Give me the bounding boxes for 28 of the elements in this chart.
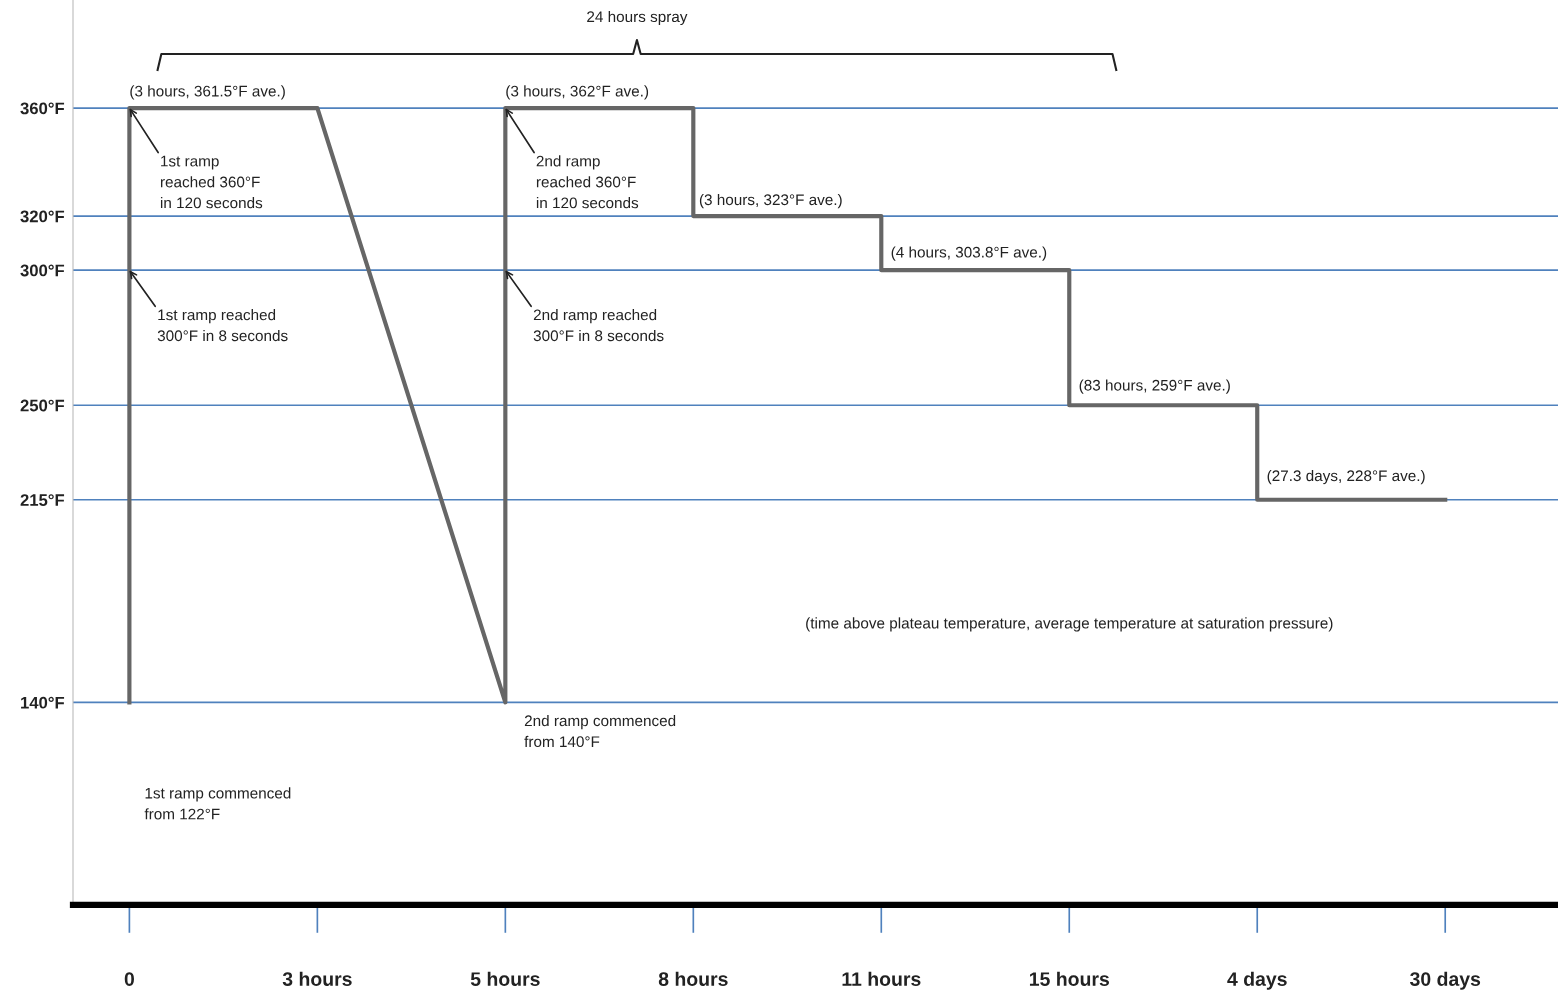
x-tick-label: 5 hours <box>470 971 540 986</box>
annotation: (3 hours, 323°F ave.) <box>699 193 842 209</box>
annotation: (3 hours, 361.5°F ave.) <box>130 85 285 100</box>
annotation: 2nd ramp reached 300°F in 8 seconds <box>533 309 664 342</box>
annotation: (83 hours, 259°F ave.) <box>1079 379 1230 394</box>
annotation: (4 hours, 303.8°F ave.) <box>891 246 1047 261</box>
x-tick-label: 8 hours <box>658 971 728 986</box>
annotation: (27.3 days, 228°F ave.) <box>1267 469 1425 485</box>
annotation: 1st ramp reached 300°F in 8 seconds <box>157 309 288 342</box>
x-tick-label: 4 days <box>1227 971 1287 990</box>
y-tick-label: 300°F <box>20 264 65 277</box>
annotation: (3 hours, 362°F ave.) <box>506 85 649 100</box>
annotation: 2nd ramp commenced from 140°F <box>524 714 676 748</box>
y-tick-label: 140°F <box>21 696 65 709</box>
x-tick-label: 15 hours <box>1029 971 1109 986</box>
y-tick-label: 215°F <box>20 494 65 506</box>
annotation: 1st ramp commenced from 122°F <box>144 787 291 820</box>
y-tick-label: 320°F <box>20 210 65 223</box>
annotation: 2nd ramp reached 360°F in 120 seconds <box>536 155 639 209</box>
annotation: 24 hours spray <box>587 10 688 26</box>
x-tick-label: 11 hours <box>842 971 921 986</box>
x-tick-label: 3 hours <box>282 971 352 986</box>
y-tick-label: 360°F <box>20 102 65 115</box>
annotation: 1st ramp reached 360°F in 120 seconds <box>160 155 263 209</box>
annotation: (time above plateau temperature, average temperature at saturation pressure) <box>806 617 1333 632</box>
x-tick-label: 0 <box>124 972 134 986</box>
x-tick-label: 30 days <box>1409 971 1481 990</box>
y-tick-label: 250°F <box>20 399 65 412</box>
